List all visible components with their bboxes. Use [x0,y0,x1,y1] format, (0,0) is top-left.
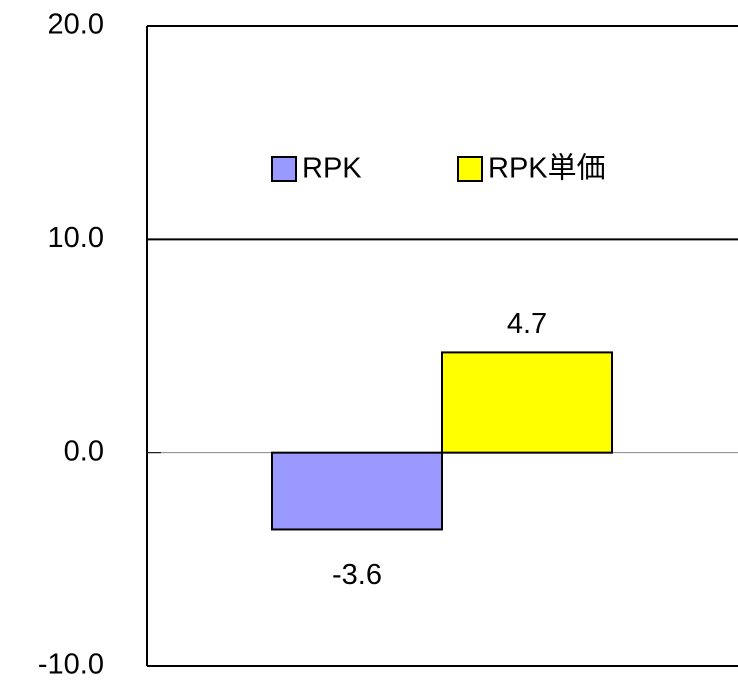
data-label: 4.7 [507,308,547,340]
legend-swatch [271,156,297,182]
bar [441,351,613,454]
data-label: -3.6 [332,559,382,591]
legend-label: RPK [302,153,362,185]
legend-swatch [457,156,483,182]
y-tick-label: 20.0 [48,9,104,41]
legend-label: RPK単価 [488,152,606,185]
bar [271,451,443,531]
y-tick-label: 10.0 [48,222,104,254]
y-tick-label: -10.0 [38,649,104,681]
y-tick-label: 0.0 [64,435,104,467]
